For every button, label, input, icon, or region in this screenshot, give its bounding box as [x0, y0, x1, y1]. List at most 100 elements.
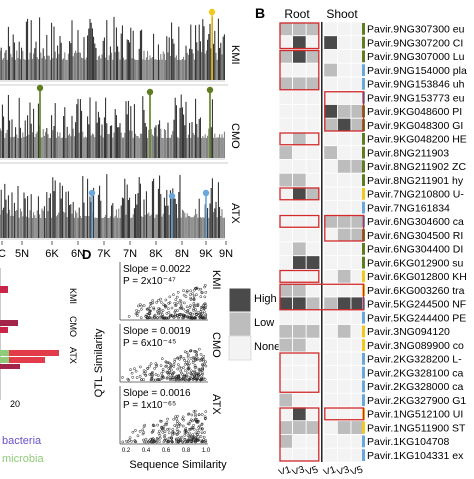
- scatter-point: [162, 440, 166, 444]
- scatter-point: [190, 413, 194, 417]
- heatmap-cell: [278, 241, 294, 257]
- scatter-point: [204, 313, 208, 316]
- scatter-point: [171, 433, 174, 437]
- scatter-point: [191, 433, 195, 436]
- level-legend: High Low None: [228, 287, 280, 361]
- peak-marker: [36, 84, 44, 92]
- scatter-point: [174, 298, 178, 302]
- manhattan-tick-label: 7K: [97, 248, 111, 260]
- scatter-point: [183, 428, 187, 432]
- heatmap-cell: [323, 406, 338, 422]
- scatter-x-tick: 0.6: [162, 448, 171, 454]
- scatter-point: [174, 303, 178, 307]
- scatter-point: [191, 378, 195, 382]
- scatter-point: [146, 367, 149, 370]
- heatmap-cell: [278, 434, 294, 449]
- scatter-point: [149, 362, 153, 365]
- scatter-point: [186, 412, 190, 416]
- heatmap-gene-label: Pavir.9KG048300 GI: [367, 120, 463, 132]
- scatter-point: [178, 430, 181, 434]
- scatter-point: [155, 440, 159, 444]
- heatmap-cell: [305, 434, 321, 449]
- scatter-point: [183, 314, 186, 317]
- scatter-point: [138, 429, 142, 433]
- heatmap-cell: [323, 35, 338, 50]
- scatter-point: [194, 417, 197, 421]
- scatter-point: [189, 298, 193, 301]
- scatter-point: [146, 307, 149, 311]
- scatter-point: [161, 368, 165, 371]
- heatmap-side-bar: [362, 78, 365, 90]
- scatter-point: [178, 306, 182, 310]
- heatmap-cell: [336, 365, 352, 380]
- bar-cmo-1: [0, 320, 18, 326]
- heatmap-cell: [292, 255, 307, 270]
- scatter-point: [134, 369, 138, 373]
- scatter-point: [138, 374, 142, 378]
- heatmap-gene-label: Pavir.6KG003260 tra: [367, 285, 465, 297]
- bar-atx-3: [0, 357, 9, 363]
- scatter-point: [167, 431, 171, 435]
- scatter-point: [169, 365, 173, 368]
- heatmap-cell: [323, 104, 338, 119]
- scatter-point: [144, 314, 147, 318]
- heatmap-cell: [323, 337, 338, 353]
- scatter-point: [131, 375, 135, 379]
- scatter-point: [144, 373, 148, 377]
- heatmap-cell: [336, 49, 352, 64]
- heatmap-cell: [305, 62, 321, 78]
- scatter-point: [175, 374, 179, 378]
- heatmap-cell: [292, 90, 307, 105]
- scatter-point: [156, 437, 160, 441]
- scatter-x-tick: 0.4: [142, 448, 151, 454]
- heatmap-cell: [323, 117, 338, 133]
- heatmap-cell: [278, 21, 294, 37]
- heatmap-cell: [336, 145, 352, 160]
- heatmap-cell: [292, 434, 307, 449]
- scatter-point: [179, 302, 183, 306]
- scatter-point: [198, 359, 202, 362]
- scatter-point: [203, 415, 207, 419]
- scatter-point: [152, 307, 156, 311]
- heatmap-cell: [292, 172, 307, 188]
- heatmap-cell: [278, 76, 294, 92]
- scatter-point: [175, 424, 179, 428]
- heatmap-side-bar: [362, 50, 365, 63]
- heatmap-cell: [323, 214, 338, 229]
- heatmap-cell: [292, 420, 307, 435]
- heatmap-cell: [336, 172, 352, 188]
- scatter-point: [180, 366, 183, 370]
- heatmap-cell: [278, 172, 294, 188]
- scatter-point: [203, 431, 207, 434]
- scatter-point: [176, 301, 180, 304]
- scatter-point: [174, 415, 177, 419]
- heatmap-cell: [336, 255, 352, 270]
- scatter-point: [154, 373, 158, 376]
- heatmap-highlight-box: [279, 22, 320, 50]
- heatmap-cell: [305, 365, 321, 380]
- heatmap-side-bar: [362, 366, 365, 379]
- scatter-point: [194, 287, 198, 290]
- scatter-point: [170, 373, 174, 377]
- scatter-point: [191, 292, 194, 295]
- heatmap-cell: [278, 35, 294, 50]
- scatter-point: [198, 424, 201, 428]
- scatter-point: [203, 295, 207, 299]
- heatmap-cell: [323, 365, 338, 380]
- scatter-point: [184, 427, 188, 430]
- scatter-point: [195, 293, 198, 297]
- scatter-point: [160, 357, 164, 361]
- scatter-point: [177, 313, 181, 316]
- heatmap-cell: [323, 62, 338, 78]
- scatter-point: [152, 428, 155, 432]
- heatmap-gene-label: Pavir.9NG307300 eu: [367, 24, 465, 36]
- scatter-point: [195, 350, 199, 354]
- heatmap-cell: [336, 227, 352, 243]
- scatter-point: [160, 310, 163, 314]
- scatter-point: [150, 437, 154, 441]
- scatter-point: [166, 376, 169, 379]
- scatter-point: [199, 312, 203, 316]
- scatter-point: [189, 427, 192, 431]
- scatter-point: [182, 378, 186, 382]
- scatter-point: [176, 440, 180, 444]
